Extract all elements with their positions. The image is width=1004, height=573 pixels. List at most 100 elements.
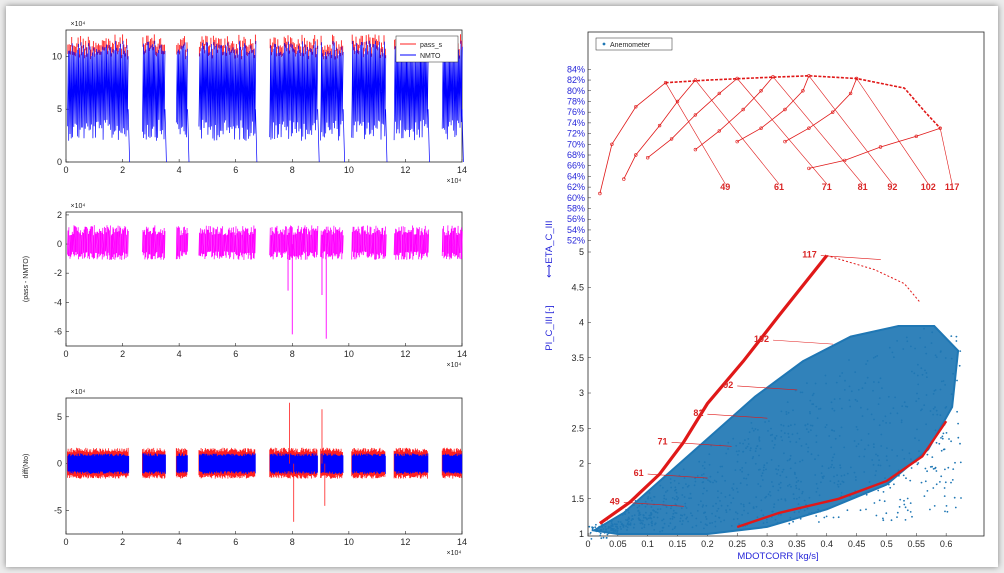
y-tick-label: 0 (57, 239, 62, 249)
scatter-point (590, 538, 593, 540)
scatter-point (696, 510, 699, 512)
scatter-point (703, 467, 706, 470)
scatter-point (818, 408, 820, 410)
scatter-point (940, 350, 942, 352)
scatter-point (705, 516, 707, 518)
pi-speed-line (773, 339, 834, 345)
scatter-point (911, 370, 913, 373)
scatter-point (653, 495, 655, 498)
scatter-point (872, 464, 875, 466)
scatter-point (873, 418, 875, 421)
scatter-point (809, 411, 811, 413)
scatter-point (920, 481, 923, 484)
eta-marker (830, 110, 835, 114)
eta-y-tick-label: 54% (567, 225, 585, 235)
scatter-point (943, 487, 946, 489)
scatter-point (886, 447, 888, 449)
scatter-point (681, 494, 684, 496)
derivative-blue-series (67, 453, 463, 474)
pi-axis-label: PI_C_III [-] (544, 305, 555, 350)
scatter-point (867, 433, 870, 435)
scatter-point (764, 496, 767, 499)
scatter-point (769, 434, 772, 437)
map-x-tick-label: 0.1 (641, 539, 654, 549)
scatter-point (731, 487, 734, 489)
scatter-point (615, 523, 618, 526)
eta-y-tick-label: 66% (567, 161, 585, 171)
scatter-point (764, 421, 766, 423)
scatter-point (882, 491, 885, 493)
eta-y-tick-label: 82% (567, 75, 585, 85)
scatter-point (691, 526, 694, 529)
scatter-point (648, 492, 651, 494)
legend-label-nmto: NMTO (420, 53, 441, 60)
scatter-point (616, 527, 619, 529)
scatter-point (712, 505, 714, 507)
scatter-point (749, 447, 752, 450)
scatter-point (917, 462, 920, 464)
scatter-point (926, 470, 928, 473)
scatter-point (777, 499, 780, 501)
scatter-point (926, 453, 929, 456)
scatter-point (951, 479, 954, 481)
scatter-point (742, 450, 744, 453)
scatter-point (682, 520, 684, 522)
scatter-point (616, 529, 619, 532)
scatter-point (784, 499, 787, 502)
scatter-point (817, 508, 820, 511)
scatter-point (757, 468, 760, 471)
eta-speed-leader (665, 82, 726, 185)
eta-y-tick-label: 64% (567, 171, 585, 181)
scatter-point (781, 439, 784, 442)
scatter-point (620, 528, 622, 530)
y-tick-label: 10 (52, 51, 62, 61)
nmto-series (67, 40, 464, 163)
scatter-point (832, 516, 835, 519)
scatter-point (848, 399, 851, 402)
scatter-point (701, 474, 703, 476)
scatter-point (694, 480, 697, 483)
scatter-point (944, 510, 946, 513)
scatter-point (875, 470, 877, 472)
eta-marker (717, 91, 721, 96)
scatter-point (785, 413, 788, 415)
scatter-point (756, 516, 759, 519)
x-tick-label: 2 (120, 349, 125, 359)
scatter-point (630, 519, 633, 522)
scatter-point (736, 460, 739, 463)
map-x-tick-label: 0.2 (701, 539, 714, 549)
x-tick-label: 0 (63, 349, 68, 359)
scatter-point (640, 519, 642, 522)
scatter-point (629, 522, 632, 525)
scatter-point (709, 481, 712, 483)
scatter-point (723, 519, 726, 522)
scatter-point (774, 436, 776, 439)
scatter-point (613, 528, 615, 530)
scatter-point (906, 509, 909, 512)
scatter-point (615, 525, 617, 528)
scatter-point (794, 473, 796, 475)
scatter-point (706, 489, 708, 492)
x-tick-label: 2 (120, 165, 125, 175)
scatter-point (898, 474, 900, 477)
scatter-point (876, 454, 879, 457)
scatter-point (829, 480, 832, 482)
scatter-point (916, 463, 919, 466)
scatter-point (856, 428, 859, 431)
scatter-point (786, 459, 789, 462)
scatter-point (656, 511, 659, 514)
scatter-point (793, 471, 796, 474)
scatter-point (884, 477, 886, 479)
scatter-point (777, 489, 780, 492)
scatter-point (637, 510, 639, 512)
scatter-point (795, 476, 798, 479)
scatter-point (857, 443, 860, 445)
x-tick-label: 12 (400, 537, 410, 547)
scatter-point (940, 437, 942, 439)
x-tick-label: 0 (63, 537, 68, 547)
scatter-point (924, 346, 927, 349)
scatter-point (775, 435, 778, 437)
scatter-point (767, 430, 769, 432)
scatter-point (904, 506, 907, 509)
scatter-point (654, 523, 656, 526)
